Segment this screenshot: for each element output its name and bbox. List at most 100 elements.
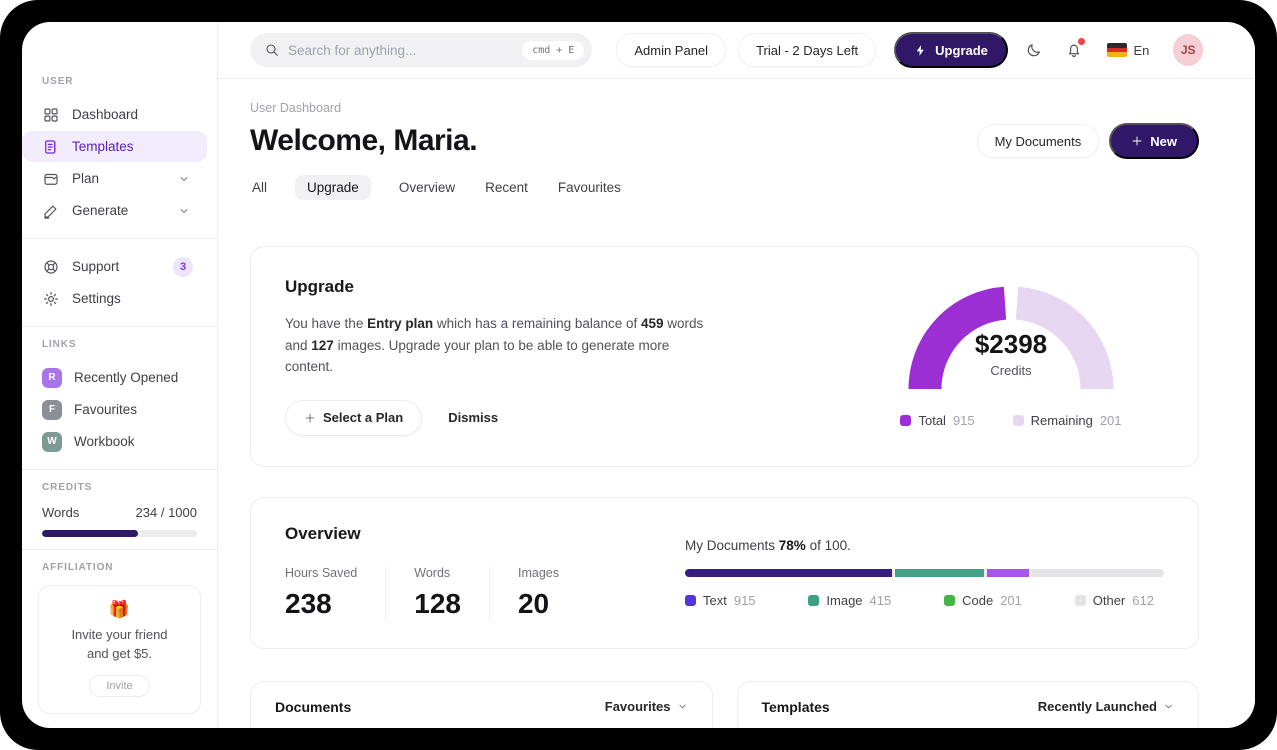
dismiss-button[interactable]: Dismiss bbox=[448, 410, 499, 426]
sidebar-item-support[interactable]: Support 3 bbox=[22, 251, 207, 282]
content: User Dashboard Welcome, Maria. My Docume… bbox=[218, 79, 1255, 728]
sidebar-item-label: Support bbox=[72, 259, 120, 274]
documents-card: Documents Favourites Untitled Document i… bbox=[250, 680, 713, 728]
legend-swatch bbox=[944, 594, 956, 606]
sidebar-item-label: Dashboard bbox=[72, 107, 139, 122]
sidebar-link-label: Recently Opened bbox=[74, 370, 179, 385]
sidebar: USER Dashboard Templates Plan Generate S… bbox=[22, 22, 218, 728]
sidebar-divider bbox=[22, 469, 217, 470]
chevron-down-icon bbox=[1165, 705, 1172, 709]
overview-card-title: Overview bbox=[285, 523, 361, 543]
notifications-button[interactable] bbox=[1060, 38, 1088, 59]
search-bar[interactable]: cmd + E bbox=[250, 33, 593, 67]
plus-icon bbox=[305, 413, 315, 423]
legend-item-code: Code 201 bbox=[944, 593, 1022, 608]
my-documents-button[interactable]: My Documents bbox=[976, 124, 1100, 158]
chevron-down-icon bbox=[678, 705, 686, 709]
credits-progress-bar bbox=[42, 530, 197, 537]
credits-value: 234 / 1000 bbox=[135, 505, 197, 520]
sidebar-item-templates[interactable]: Templates bbox=[22, 131, 207, 162]
sidebar-link-recently-opened[interactable]: R Recently Opened bbox=[22, 362, 207, 393]
upgrade-button[interactable]: Upgrade bbox=[894, 32, 1008, 68]
page-header: Welcome, Maria. My Documents New bbox=[250, 123, 1199, 159]
wallet-icon bbox=[44, 173, 58, 185]
sidebar-link-favourites[interactable]: F Favourites bbox=[22, 394, 207, 425]
link-initial-badge: R bbox=[42, 367, 62, 388]
stat-hours-saved: Hours Saved 238 bbox=[285, 565, 358, 619]
select-plan-button[interactable]: Select a Plan bbox=[285, 399, 423, 436]
documents-legend: Text 915 Image 415 Code 201 bbox=[685, 593, 1164, 608]
credits-row: Words 234 / 1000 bbox=[22, 505, 217, 520]
credits-progress-fill bbox=[42, 530, 139, 537]
sidebar-divider bbox=[22, 326, 217, 327]
lifebuoy-icon bbox=[44, 259, 58, 274]
search-input[interactable] bbox=[288, 42, 515, 58]
tab-overview[interactable]: Overview bbox=[398, 180, 456, 195]
documents-filter-dropdown[interactable]: Favourites bbox=[605, 699, 688, 714]
page-title: Welcome, Maria. bbox=[250, 124, 478, 157]
admin-panel-button[interactable]: Admin Panel bbox=[616, 33, 727, 67]
legend-item-total: Total 915 bbox=[900, 413, 975, 428]
user-avatar[interactable]: JS bbox=[1173, 34, 1203, 66]
templates-icon bbox=[45, 139, 56, 154]
trial-badge[interactable]: Trial - 2 Days Left bbox=[738, 33, 877, 67]
link-initial-badge: W bbox=[42, 431, 62, 452]
documents-progress-label: My Documents 78% of 100. bbox=[685, 537, 851, 553]
stat-images: Images 20 bbox=[488, 565, 587, 620]
legend-item-remaining: Remaining 201 bbox=[1012, 413, 1122, 428]
theme-toggle[interactable] bbox=[1020, 41, 1048, 59]
moon-icon bbox=[1027, 44, 1040, 57]
legend-item-text: Text 915 bbox=[685, 593, 756, 608]
gear-icon bbox=[44, 291, 58, 306]
search-shortcut-badge: cmd + E bbox=[522, 40, 585, 60]
sidebar-link-workbook[interactable]: W Workbook bbox=[22, 426, 207, 457]
legend-swatch bbox=[1074, 594, 1086, 606]
grid-icon bbox=[44, 107, 58, 122]
language-selector[interactable]: En bbox=[1099, 43, 1155, 58]
legend-item-image: Image 415 bbox=[808, 593, 891, 608]
credits-gauge: $2398 Credits Total 915 Remaining bbox=[886, 277, 1136, 436]
chevron-down-icon bbox=[180, 208, 188, 213]
sidebar-item-settings[interactable]: Settings bbox=[22, 283, 207, 314]
sidebar-item-label: Settings bbox=[72, 291, 121, 306]
tab-upgrade[interactable]: Upgrade bbox=[295, 175, 371, 200]
gift-icon: 🎁 bbox=[108, 600, 131, 619]
new-button[interactable]: New bbox=[1109, 123, 1199, 159]
documents-card-title: Documents bbox=[275, 698, 352, 715]
gauge-value: $2398 bbox=[974, 329, 1048, 359]
gauge-chart bbox=[908, 286, 1114, 390]
overview-card: Overview Hours Saved 238 Words 128 Image… bbox=[250, 496, 1199, 649]
templates-card-title: Templates bbox=[761, 698, 830, 715]
tab-all[interactable]: All bbox=[252, 180, 268, 195]
affiliation-text: Invite your friend and get $5. bbox=[71, 627, 168, 661]
sidebar-section-credits: CREDITS bbox=[42, 482, 93, 493]
chevron-down-icon bbox=[180, 176, 188, 181]
affiliation-card: 🎁 Invite your friend and get $5. Invite bbox=[38, 585, 201, 714]
tab-favourites[interactable]: Favourites bbox=[557, 180, 621, 195]
sidebar-section-user: USER bbox=[42, 76, 74, 87]
legend-swatch bbox=[685, 594, 696, 606]
main-area: cmd + E Admin Panel Trial - 2 Days Left … bbox=[218, 22, 1255, 728]
sidebar-item-label: Generate bbox=[72, 203, 129, 218]
sidebar-link-label: Workbook bbox=[74, 434, 135, 449]
sidebar-divider bbox=[22, 549, 217, 550]
tab-bar: All Upgrade Overview Recent Favourites bbox=[250, 175, 1199, 200]
upgrade-card-title: Upgrade bbox=[285, 277, 354, 296]
sidebar-item-label: Plan bbox=[72, 171, 100, 186]
sidebar-item-dashboard[interactable]: Dashboard bbox=[22, 99, 207, 130]
sidebar-item-plan[interactable]: Plan bbox=[22, 163, 207, 194]
tab-recent[interactable]: Recent bbox=[485, 180, 528, 195]
support-count-badge: 3 bbox=[173, 256, 193, 277]
app-window: USER Dashboard Templates Plan Generate S… bbox=[22, 22, 1255, 728]
legend-item-other: Other 612 bbox=[1074, 593, 1154, 608]
notification-dot bbox=[1078, 38, 1086, 45]
sidebar-item-generate[interactable]: Generate bbox=[22, 195, 207, 226]
templates-filter-dropdown[interactable]: Recently Launched bbox=[1038, 699, 1174, 714]
sidebar-link-label: Favourites bbox=[74, 402, 138, 417]
legend-swatch bbox=[900, 415, 912, 426]
upgrade-card-text: You have the Entry plan which has a rema… bbox=[285, 316, 704, 375]
invite-button[interactable]: Invite bbox=[89, 674, 150, 697]
bottom-row: Documents Favourites Untitled Document i… bbox=[250, 680, 1199, 728]
language-label: En bbox=[1133, 42, 1150, 58]
